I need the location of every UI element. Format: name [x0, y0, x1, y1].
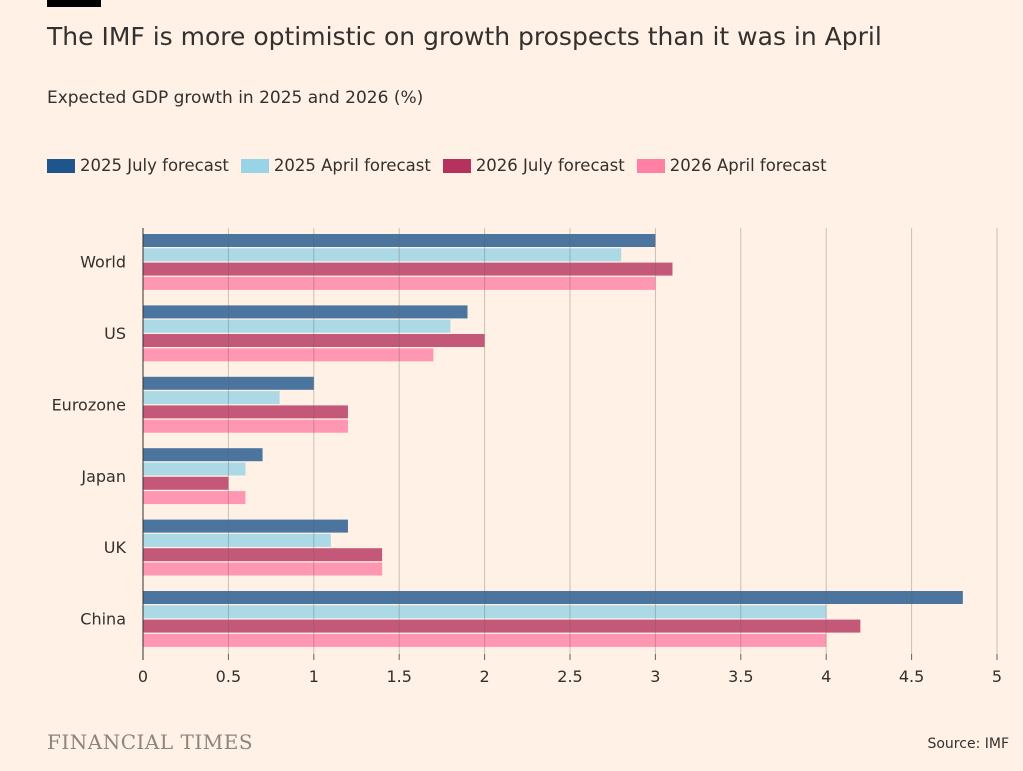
- bar: [143, 619, 861, 633]
- x-tick-label: 0: [138, 667, 148, 686]
- x-tick-label: 4.5: [899, 667, 924, 686]
- legend-swatch: [442, 158, 471, 173]
- chart-subtitle: Expected GDP growth in 2025 and 2026 (%): [47, 88, 424, 108]
- bar: [143, 491, 246, 505]
- x-tick-label: 0.5: [216, 667, 241, 686]
- legend-item: 2025 April forecast: [240, 156, 431, 175]
- legend-label: 2025 April forecast: [273, 156, 431, 175]
- bar: [143, 405, 348, 419]
- x-tick-label: 4: [821, 667, 831, 686]
- bar: [143, 562, 383, 576]
- x-tick-label: 2: [480, 667, 490, 686]
- bar: [143, 391, 280, 405]
- legend: 2025 July forecast 2025 April forecast 202…: [47, 156, 839, 175]
- legend-label: 2026 April forecast: [669, 156, 827, 175]
- bar: [143, 419, 348, 433]
- category-label: Japan: [80, 467, 126, 486]
- x-tick-label: 1.5: [386, 667, 411, 686]
- bar: [143, 276, 656, 290]
- legend-label: 2026 July forecast: [475, 156, 625, 175]
- chart-title: The IMF is more optimistic on growth pro…: [47, 22, 882, 51]
- bar: [143, 348, 434, 362]
- category-label: China: [80, 610, 126, 629]
- category-label: UK: [104, 538, 127, 557]
- legend-swatch: [636, 158, 665, 173]
- bar: [143, 633, 827, 647]
- legend-item: 2026 July forecast: [442, 156, 625, 175]
- bar: [143, 548, 383, 562]
- bar: [143, 319, 451, 333]
- category-label: Eurozone: [52, 395, 126, 414]
- legend-label: 2025 July forecast: [80, 156, 229, 175]
- x-tick-label: 1: [309, 667, 319, 686]
- bar: [143, 248, 622, 262]
- legend-item: 2026 April forecast: [636, 156, 827, 175]
- source-note: Source: IMF: [927, 736, 1009, 752]
- x-tick-label: 3.5: [728, 667, 753, 686]
- bar: [143, 376, 314, 390]
- legend-item: 2025 July forecast: [47, 156, 229, 175]
- bar: [143, 476, 229, 490]
- bar: [143, 462, 246, 476]
- x-tick-label: 5: [992, 667, 1002, 686]
- bar: [143, 305, 468, 319]
- ft-logo: FINANCIAL TIMES: [47, 730, 254, 754]
- bar: [143, 519, 348, 533]
- bar: [143, 234, 656, 247]
- category-label: World: [80, 253, 126, 272]
- bar: [143, 334, 485, 347]
- brand-bar: [47, 0, 101, 7]
- legend-swatch: [240, 158, 269, 173]
- bar: [143, 591, 963, 604]
- x-tick-label: 2.5: [557, 667, 582, 686]
- category-label: US: [104, 324, 126, 343]
- x-tick-label: 3: [650, 667, 660, 686]
- bar: [143, 605, 827, 619]
- legend-swatch: [47, 158, 75, 173]
- bar: [143, 262, 673, 276]
- bar: [143, 533, 331, 547]
- bar: [143, 448, 263, 462]
